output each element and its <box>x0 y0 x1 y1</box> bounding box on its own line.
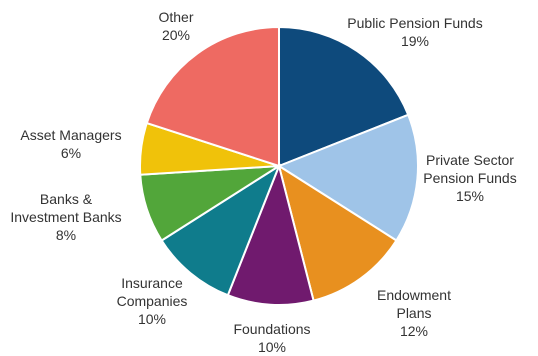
pie-value-label: 6% <box>61 145 81 161</box>
pie-slice-public-pension-funds <box>278 25 410 168</box>
pie-value-label: 15% <box>456 188 484 204</box>
pie-value-label: 20% <box>162 27 190 43</box>
pie-category-label: Investment Banks <box>10 209 121 225</box>
pie-label-foundations: Foundations 10% <box>233 321 310 355</box>
pie-category-label: Endowment <box>377 287 451 303</box>
pie-value-label: 10% <box>258 339 286 355</box>
pie-slice-endowment-plans <box>277 163 398 302</box>
pie-category-label: Plans <box>396 305 431 321</box>
pie-label-banks-investment-banks: Banks & Investment Banks 8% <box>10 191 121 243</box>
pie-label-insurance-companies: Insurance Companies 10% <box>117 275 188 327</box>
pie-label-asset-managers: Asset Managers 6% <box>20 127 121 161</box>
pie-category-label: Banks & <box>40 191 93 207</box>
pie-category-label: Public Pension Funds <box>347 15 482 31</box>
pie-label-other: Other 20% <box>158 9 193 43</box>
pie-slice-private-sector-pension-funds <box>276 113 419 242</box>
pie-slice-insurance-companies <box>160 163 282 297</box>
pie-category-label: Other <box>158 9 193 25</box>
pie-slice-other <box>145 25 280 168</box>
pie-slices <box>138 25 419 306</box>
pie-value-label: 19% <box>401 33 429 49</box>
pie-labels: Public Pension Funds 19% Private Sector Pen… <box>10 9 516 355</box>
pie-category-label: Insurance <box>121 275 183 291</box>
pie-slice-foundations <box>226 162 315 306</box>
pie-category-label: Companies <box>117 293 188 309</box>
pie-label-private-sector-pension-funds: Private Sector Pension Funds 15% <box>423 152 516 204</box>
pie-category-label: Asset Managers <box>20 127 121 143</box>
pie-category-label: Pension Funds <box>423 170 516 186</box>
pie-label-public-pension-funds: Public Pension Funds 19% <box>347 15 482 49</box>
pie-value-label: 12% <box>400 323 428 339</box>
pie-category-label: Private Sector <box>426 152 514 168</box>
pie-value-label: 8% <box>56 227 76 243</box>
pie-label-endowment-plans: Endowment Plans 12% <box>377 287 451 339</box>
pie-value-label: 10% <box>138 311 166 327</box>
pie-category-label: Foundations <box>233 321 310 337</box>
